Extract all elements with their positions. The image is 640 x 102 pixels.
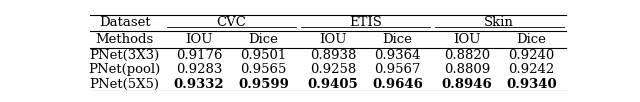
Text: 0.8946: 0.8946 — [442, 78, 492, 91]
Text: 0.8820: 0.8820 — [444, 49, 490, 62]
Text: 0.9258: 0.9258 — [310, 63, 356, 76]
Text: PNet(5X5): PNet(5X5) — [90, 78, 159, 91]
Text: 0.9599: 0.9599 — [238, 78, 289, 91]
Text: Dataset: Dataset — [99, 16, 150, 29]
Text: Methods: Methods — [95, 33, 154, 46]
Text: 0.9567: 0.9567 — [374, 63, 420, 76]
Text: 0.9332: 0.9332 — [173, 78, 225, 91]
Text: 0.8938: 0.8938 — [310, 49, 356, 62]
Text: PNet(3X3): PNet(3X3) — [90, 49, 160, 62]
Text: Dice: Dice — [383, 33, 412, 46]
Text: 0.9565: 0.9565 — [241, 63, 287, 76]
Text: Dice: Dice — [516, 33, 547, 46]
Text: IOU: IOU — [319, 33, 347, 46]
Text: ETIS: ETIS — [349, 16, 381, 29]
Text: 0.9242: 0.9242 — [508, 63, 554, 76]
Text: PNet(pool): PNet(pool) — [88, 63, 161, 76]
Text: 0.9340: 0.9340 — [506, 78, 557, 91]
Text: IOU: IOU — [453, 33, 481, 46]
Text: 0.9364: 0.9364 — [374, 49, 420, 62]
Text: 0.9646: 0.9646 — [372, 78, 423, 91]
Text: 0.9405: 0.9405 — [308, 78, 358, 91]
Text: 0.9240: 0.9240 — [508, 49, 554, 62]
Text: 0.9501: 0.9501 — [241, 49, 287, 62]
Text: Dice: Dice — [248, 33, 278, 46]
Text: 0.9283: 0.9283 — [176, 63, 222, 76]
Text: 0.8809: 0.8809 — [444, 63, 490, 76]
Text: IOU: IOU — [186, 33, 212, 46]
Text: Skin: Skin — [484, 16, 514, 29]
Text: 0.9176: 0.9176 — [176, 49, 222, 62]
Text: CVC: CVC — [216, 16, 246, 29]
